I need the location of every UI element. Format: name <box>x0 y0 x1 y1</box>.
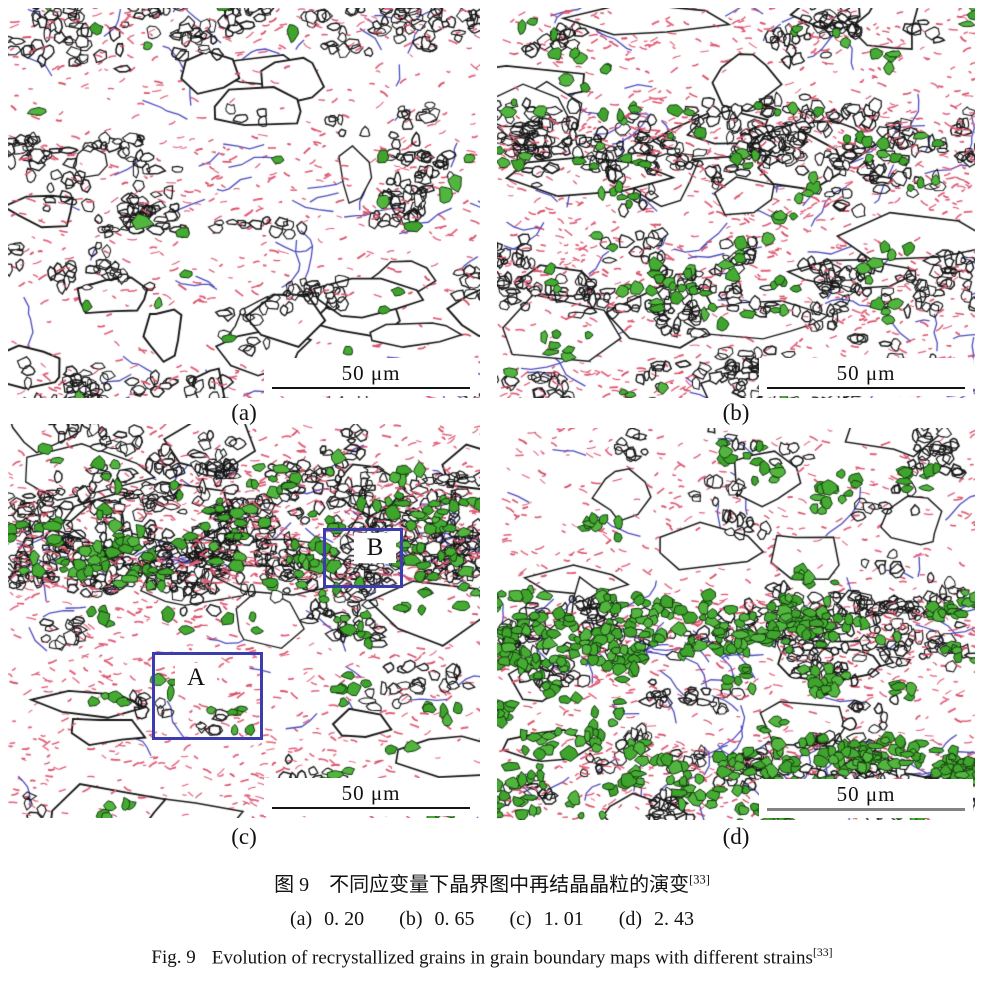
caption-zh-text: 不同应变量下晶界图中再结晶晶粒的演变 <box>329 874 690 896</box>
scale-bar-label: 50 μm <box>341 361 401 385</box>
annotation-label-A: A <box>175 663 217 693</box>
panel-label-d: (d) <box>722 824 750 849</box>
panel-label-a: (a) <box>231 400 257 425</box>
caption-english: Fig. 9 Evolution of recrystallized grains… <box>0 946 984 969</box>
scale-bar-d: 50 μm <box>759 779 973 818</box>
scale-bar-label: 50 μm <box>341 781 401 805</box>
micrograph-d <box>497 428 975 820</box>
micrograph-b <box>497 8 975 398</box>
strain-item-b: (b) 0. 65 <box>399 908 474 930</box>
scale-bar-c: 50 μm <box>264 778 478 816</box>
strain-value-a: 0. 20 <box>324 908 365 930</box>
strain-label-d: (d) <box>618 908 643 930</box>
caption-chinese: 图 9 不同应变量下晶界图中再结晶晶粒的演变[33] <box>0 868 984 897</box>
scale-bar-a: 50 μm <box>264 358 478 396</box>
micrograph-panel-a: 50 μm <box>8 8 480 398</box>
strain-value-d: 2. 43 <box>654 908 695 930</box>
strain-value-c: 1. 01 <box>543 908 584 930</box>
scale-bar-b: 50 μm <box>759 358 973 396</box>
scale-bar-label: 50 μm <box>836 782 896 806</box>
scale-bar-line <box>272 387 470 389</box>
scale-bar-line <box>272 807 470 809</box>
strain-label-a: (a) <box>289 908 313 930</box>
micrograph-panel-c: A B 50 μm <box>8 424 480 818</box>
strain-value-b: 0. 65 <box>434 908 475 930</box>
caption-zh-figure-number: 图 9 <box>274 874 310 896</box>
strain-label-c: (c) <box>509 908 532 930</box>
micrograph-panel-b: 50 μm <box>497 8 975 398</box>
caption-en-text: Evolution of recrystallized grains in gr… <box>211 947 813 969</box>
strain-label-b: (b) <box>399 908 423 930</box>
micrograph-c <box>8 424 480 818</box>
caption-en-figure-number: Fig. 9 <box>151 947 196 969</box>
annotation-label-B: B <box>354 533 396 563</box>
micrograph-panel-d: 50 μm <box>497 428 975 820</box>
panel-label-c: (c) <box>231 824 257 849</box>
strain-item-c: (c) 1. 01 <box>510 908 584 930</box>
annotation-box-B: B <box>323 528 403 588</box>
scale-bar-label: 50 μm <box>836 361 896 385</box>
micrograph-a <box>8 8 480 398</box>
caption-en-ref: [33] <box>812 946 833 959</box>
annotation-box-A: A <box>152 652 263 740</box>
caption-strain-values: (a) 0. 20 (b) 0. 65 (c) 1. 01 (d) 2. 43 <box>0 908 984 931</box>
strain-item-d: (d) 2. 43 <box>619 908 694 930</box>
strain-item-a: (a) 0. 20 <box>290 908 364 930</box>
scale-bar-line <box>767 387 965 389</box>
scale-bar-line <box>767 808 965 811</box>
caption-zh-ref: [33] <box>689 872 710 887</box>
panel-label-b: (b) <box>722 400 750 425</box>
